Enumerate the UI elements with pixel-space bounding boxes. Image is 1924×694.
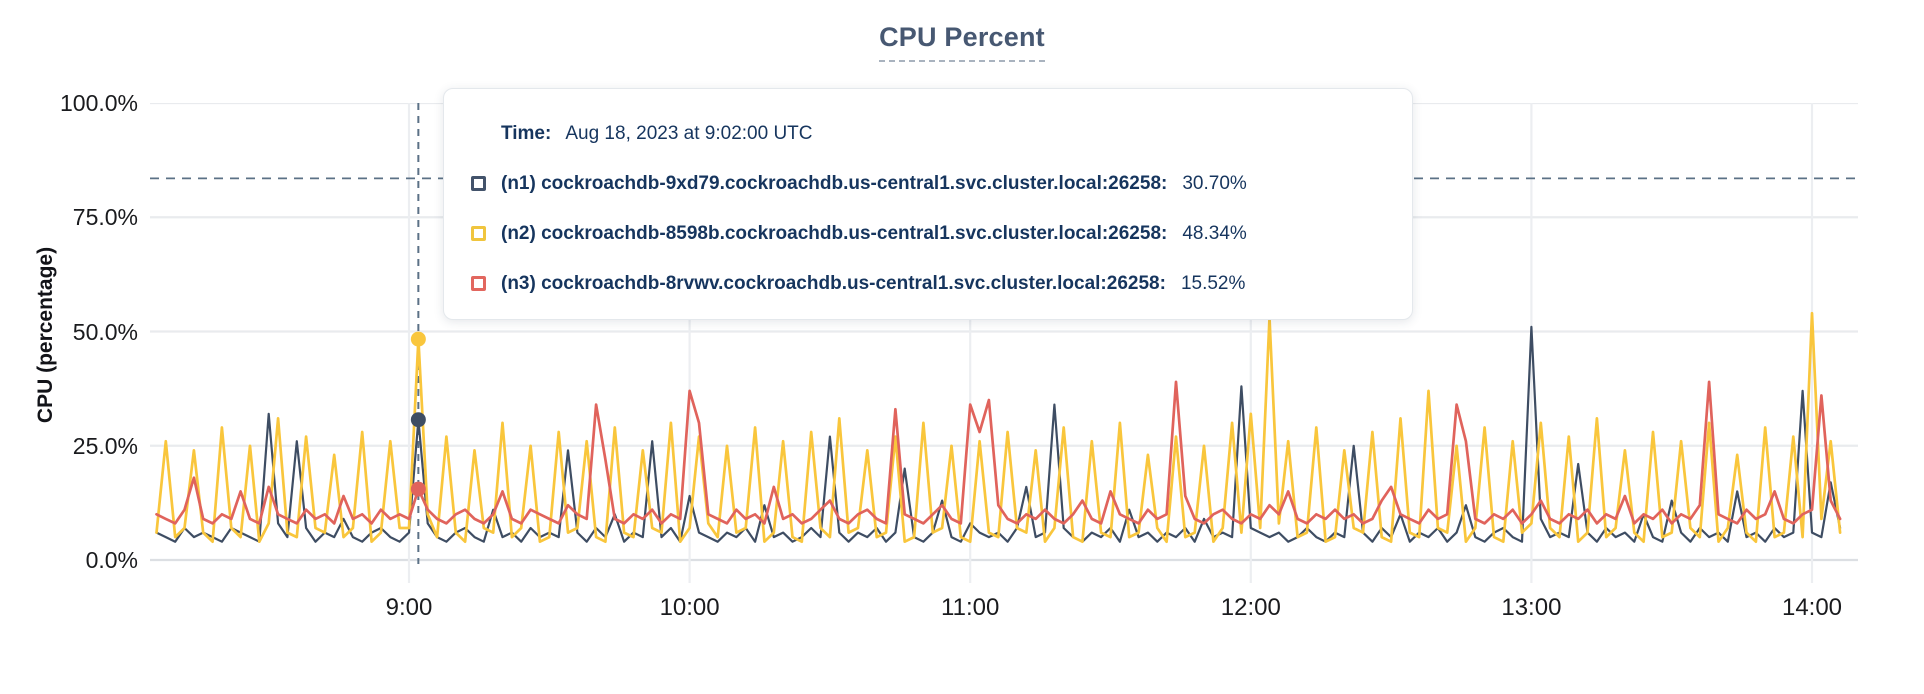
tooltip-time-value: Aug 18, 2023 at 9:02:00 UTC xyxy=(565,123,813,144)
x-tick-label: 14:00 xyxy=(1781,594,1843,621)
y-tick-label: 75.0% xyxy=(72,204,138,231)
series-line-n2[interactable] xyxy=(155,311,1842,544)
tooltip-series-label-n1: (n1) cockroachdb-9xd79.cockroachdb.us-ce… xyxy=(501,173,1168,194)
tooltip-time-row: Time: Aug 18, 2023 at 9:02:00 UTC xyxy=(501,121,1384,147)
x-tick-label: 10:00 xyxy=(659,594,720,621)
tooltip-time-label: Time: xyxy=(501,123,552,144)
hover-dot-n3 xyxy=(410,481,426,497)
y-tick-label: 0.0% xyxy=(85,547,138,573)
x-tick-label: 12:00 xyxy=(1220,594,1281,621)
tooltip-series-row-n2: (n2) cockroachdb-8598b.cockroachdb.us-ce… xyxy=(471,220,1384,247)
y-tick-label: 100.0% xyxy=(59,90,138,116)
tooltip-series-value-n3: 15.52% xyxy=(1180,273,1246,294)
tooltip-series-label-n2: (n2) cockroachdb-8598b.cockroachdb.us-ce… xyxy=(501,223,1168,244)
series-line-n3[interactable] xyxy=(155,380,1842,525)
tooltip-series-value-n1: 30.70% xyxy=(1182,173,1247,194)
chart-title[interactable]: CPU Percent xyxy=(879,22,1045,62)
tooltip-series-row-n3: (n3) cockroachdb-8rvwv.cockroachdb.us-ce… xyxy=(471,270,1384,297)
tooltip-series-row-n1: (n1) cockroachdb-9xd79.cockroachdb.us-ce… xyxy=(471,170,1384,197)
y-tick-label: 25.0% xyxy=(72,432,138,459)
hover-dot-n1 xyxy=(410,412,426,428)
x-tick-label: 11:00 xyxy=(941,594,1000,621)
tooltip-series-value-n2: 48.34% xyxy=(1182,223,1247,244)
tooltip-series-label-n3: (n3) cockroachdb-8rvwv.cockroachdb.us-ce… xyxy=(501,273,1166,294)
series-swatch-n3-icon xyxy=(471,276,486,291)
hover-tooltip: Time: Aug 18, 2023 at 9:02:00 UTC (n1) co… xyxy=(443,88,1413,320)
y-tick-label: 50.0% xyxy=(72,318,138,345)
series-swatch-n2-icon xyxy=(471,226,486,241)
chart-header: CPU Percent xyxy=(0,22,1924,62)
x-tick-label: 9:00 xyxy=(385,594,433,621)
x-tick-label: 13:00 xyxy=(1501,594,1562,621)
hover-dot-n2 xyxy=(410,331,426,347)
series-swatch-n1-icon xyxy=(471,176,486,191)
